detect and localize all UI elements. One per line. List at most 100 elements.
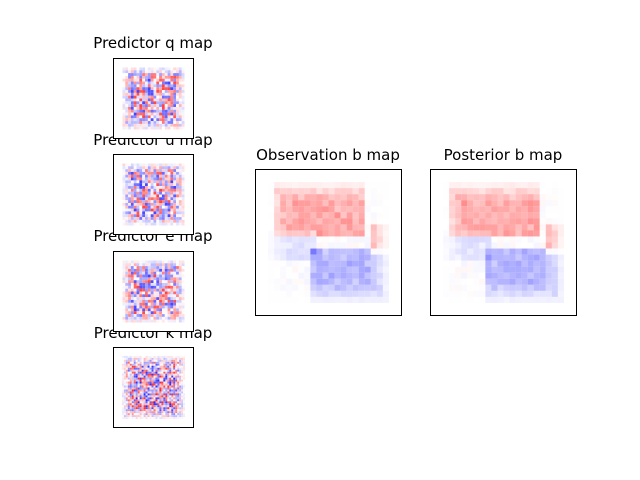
- heatmap-cell: [125, 98, 129, 102]
- heatmap-cell: [128, 211, 131, 215]
- heatmap-cell: [119, 411, 122, 414]
- heatmap-cell: [125, 59, 129, 62]
- heatmap-cell: [156, 214, 160, 218]
- heatmap-cell: [130, 294, 134, 298]
- heatmap-cell: [114, 393, 117, 396]
- heatmap-cell: [177, 401, 180, 404]
- heatmap-cell: [181, 403, 184, 406]
- heatmap-cell: [156, 254, 160, 258]
- heatmap-cell: [159, 183, 163, 187]
- heatmap-cell: [169, 387, 172, 390]
- heatmap-cell: [125, 166, 129, 170]
- heatmap-cell: [151, 361, 154, 364]
- heatmap-cell: [171, 371, 174, 374]
- heatmap-cell: [185, 409, 188, 412]
- heatmap-cell: [115, 353, 118, 356]
- heatmap-cell: [135, 363, 138, 366]
- heatmap-cell: [304, 212, 311, 219]
- heatmap-cell: [292, 236, 299, 243]
- heatmap-cell: [153, 363, 156, 366]
- heatmap-cell: [128, 75, 131, 79]
- heatmap-cell: [170, 197, 174, 201]
- heatmap-cell: [139, 95, 143, 99]
- heatmap-cell: [157, 407, 160, 410]
- heatmap-cell: [131, 381, 134, 384]
- heatmap-cell: [334, 278, 341, 285]
- heatmap-cell: [169, 423, 172, 426]
- heatmap-cell: [491, 230, 498, 237]
- heatmap-cell: [147, 78, 151, 82]
- heatmap-cell: [503, 254, 510, 261]
- heatmap-cell: [145, 132, 148, 136]
- heatmap-cell: [115, 349, 118, 352]
- heatmap-cell: [133, 391, 136, 394]
- heatmap-cell: [173, 205, 177, 209]
- heatmap-cell: [161, 177, 165, 181]
- heatmap-cell: [139, 319, 143, 323]
- heatmap-cell: [467, 266, 474, 273]
- heatmap-cell: [151, 401, 154, 404]
- heatmap-cell: [133, 186, 137, 189]
- heatmap-cell: [133, 191, 137, 195]
- heatmap-cell: [388, 236, 396, 243]
- heatmap-cell: [165, 423, 168, 426]
- heatmap-cell: [159, 328, 163, 331]
- heatmap-cell: [177, 391, 180, 394]
- heatmap-cell: [133, 379, 136, 382]
- heatmap-cell: [280, 212, 287, 219]
- heatmap-cell: [569, 170, 576, 177]
- heatmap-cell: [190, 257, 193, 261]
- heatmap-cell: [161, 375, 164, 378]
- heatmap-cell: [136, 194, 140, 198]
- heatmap-cell: [145, 403, 148, 406]
- heatmap-cell: [322, 254, 329, 261]
- heatmap-cell: [177, 367, 180, 370]
- heatmap-cell: [181, 217, 185, 220]
- heatmap-cell: [147, 351, 150, 354]
- heatmap-cell: [141, 365, 144, 368]
- heatmap-cell: [149, 425, 152, 427]
- heatmap-cell: [156, 316, 160, 320]
- heatmap-cell: [159, 75, 163, 79]
- heatmap-cell: [183, 425, 186, 427]
- heatmap-cell: [256, 254, 263, 261]
- heatmap-cell: [128, 222, 131, 226]
- heatmap-cell: [268, 206, 275, 213]
- heatmap-cell: [130, 202, 134, 206]
- heatmap-cell: [280, 278, 287, 285]
- heatmap-cell: [139, 397, 142, 400]
- heatmap-cell: [521, 248, 528, 255]
- heatmap-cell: [153, 325, 157, 329]
- heatmap-cell: [163, 423, 166, 426]
- heatmap-cell: [388, 296, 396, 303]
- heatmap-cell: [187, 75, 191, 79]
- heatmap-cell: [141, 395, 144, 398]
- heatmap-cell: [286, 176, 293, 183]
- heatmap-cell: [150, 188, 154, 192]
- heatmap-cell: [153, 417, 156, 420]
- heatmap-cell: [161, 391, 164, 394]
- heatmap-cell: [461, 272, 468, 279]
- heatmap-cell: [139, 349, 142, 352]
- heatmap-cell: [125, 319, 129, 323]
- heatmap-cell: [167, 59, 171, 62]
- heatmap-cell: [521, 272, 528, 279]
- heatmap-cell: [173, 169, 177, 172]
- heatmap-cell: [164, 160, 168, 164]
- heatmap-cell: [187, 387, 190, 390]
- heatmap-cell: [521, 176, 528, 183]
- heatmap-cell: [181, 274, 185, 278]
- heatmap-cell: [150, 285, 154, 289]
- heatmap-cell: [563, 242, 571, 249]
- heatmap-cell: [274, 224, 281, 231]
- heatmap-cell: [149, 419, 152, 422]
- heatmap-cell: [121, 419, 124, 422]
- heatmap-cell: [358, 188, 365, 195]
- heatmap-cell: [165, 405, 168, 408]
- heatmap-cell: [122, 254, 126, 258]
- heatmap-cell: [358, 272, 365, 279]
- heatmap-cell: [139, 183, 143, 187]
- heatmap-cell: [130, 205, 134, 209]
- heatmap-cell: [187, 126, 191, 130]
- heatmap-cell: [121, 391, 124, 394]
